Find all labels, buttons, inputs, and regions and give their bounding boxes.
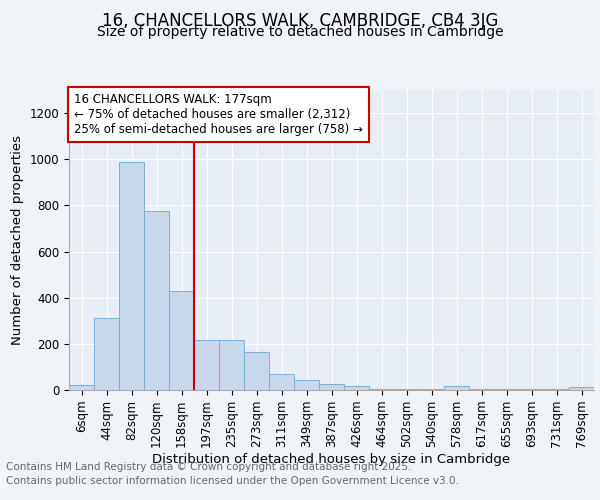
X-axis label: Distribution of detached houses by size in Cambridge: Distribution of detached houses by size …: [152, 453, 511, 466]
Bar: [94, 318, 119, 390]
Text: 16 CHANCELLORS WALK: 177sqm
← 75% of detached houses are smaller (2,312)
25% of : 16 CHANCELLORS WALK: 177sqm ← 75% of det…: [74, 93, 363, 136]
Bar: [269, 374, 294, 390]
Text: Contains public sector information licensed under the Open Government Licence v3: Contains public sector information licen…: [6, 476, 459, 486]
Bar: [219, 340, 244, 390]
Bar: [444, 386, 469, 390]
Bar: [319, 384, 344, 390]
Bar: [194, 340, 219, 390]
Bar: [144, 211, 169, 390]
Bar: [294, 380, 319, 390]
Bar: [119, 162, 144, 390]
Text: Contains HM Land Registry data © Crown copyright and database right 2025.: Contains HM Land Registry data © Crown c…: [6, 462, 412, 472]
Bar: [569, 387, 594, 390]
Bar: [169, 291, 194, 390]
Text: Size of property relative to detached houses in Cambridge: Size of property relative to detached ho…: [97, 25, 503, 39]
Bar: [244, 352, 269, 390]
Bar: [344, 386, 369, 390]
Y-axis label: Number of detached properties: Number of detached properties: [11, 135, 24, 345]
Text: 16, CHANCELLORS WALK, CAMBRIDGE, CB4 3JG: 16, CHANCELLORS WALK, CAMBRIDGE, CB4 3JG: [102, 12, 498, 30]
Bar: [69, 386, 94, 390]
